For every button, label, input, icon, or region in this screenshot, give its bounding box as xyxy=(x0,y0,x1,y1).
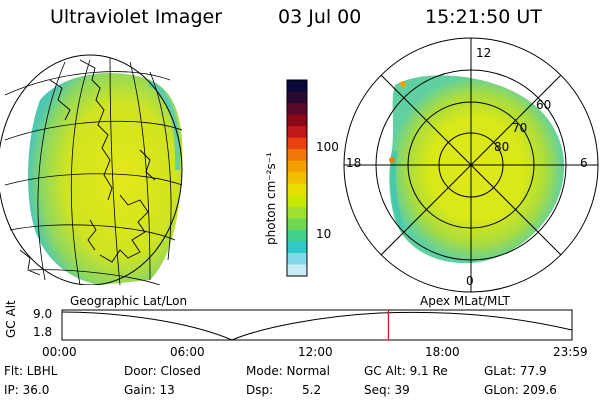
colorbar-segment xyxy=(287,114,307,127)
auroral-oval xyxy=(389,75,565,264)
colorbar-tick-100: 100 xyxy=(316,140,339,154)
polar-lat-60: 60 xyxy=(536,98,552,112)
geo-emission-region xyxy=(28,72,183,285)
colorbar-segment xyxy=(287,218,307,231)
polar-hotspot-2 xyxy=(389,157,395,163)
colorbar-segment xyxy=(287,183,307,196)
footer-glon: GLon: 209.6 xyxy=(484,383,557,397)
earth-limb xyxy=(0,54,183,285)
colorbar xyxy=(286,79,308,277)
colorbar-segment xyxy=(287,103,307,116)
colorbar-segment xyxy=(287,149,307,162)
colorbar-segment xyxy=(287,229,307,242)
altitude-ylabel: GC Alt xyxy=(4,300,18,338)
colorbar-segment xyxy=(287,137,307,150)
geographic-view xyxy=(0,54,183,285)
oval-edge xyxy=(390,150,405,230)
polar-lat-80: 80 xyxy=(494,140,510,154)
altitude-ytick-high: 9.0 xyxy=(33,307,53,321)
polar-view xyxy=(343,37,599,293)
geo-view-label: Geographic Lat/Lon xyxy=(70,294,188,308)
footer-dsp-value: 5.2 xyxy=(302,383,322,397)
colorbar-frame xyxy=(286,79,308,277)
geo-cyan-edge xyxy=(148,80,181,170)
polar-hotspot-1 xyxy=(400,81,406,87)
colorbar-segment xyxy=(287,252,307,265)
polar-hour-18: 18 xyxy=(346,156,362,170)
instrument-title: Ultraviolet Imager xyxy=(50,6,223,28)
colorbar-segment xyxy=(287,80,307,93)
footer-flt: Flt: LBHL xyxy=(4,364,58,378)
colorbar-segment xyxy=(287,206,307,219)
polar-hour-0: 0 xyxy=(466,274,474,288)
colorbar-segment xyxy=(287,264,307,277)
footer-gain: Gain: 13 xyxy=(124,383,175,397)
colorbar-segment xyxy=(287,195,307,208)
colorbar-segment xyxy=(287,91,307,104)
geo-lat-lines xyxy=(4,71,183,285)
altitude-xtick-2: 12:00 xyxy=(298,345,333,359)
altitude-curve xyxy=(61,311,573,341)
colorbar-tick-10: 10 xyxy=(316,227,332,241)
colorbar-segment xyxy=(287,241,307,254)
altitude-xtick-3: 18:00 xyxy=(425,345,460,359)
footer-glat: GLat: 77.9 xyxy=(484,364,547,378)
footer-gc-alt: GC Alt: 9.1 Re xyxy=(364,364,448,378)
altitude-ytick-low: 1.8 xyxy=(33,325,53,339)
colorbar-segment xyxy=(287,160,307,173)
polar-lat-70: 70 xyxy=(512,121,528,135)
colorbar-unit-label: photon cm⁻²s⁻¹ xyxy=(264,152,278,245)
altitude-xtick-1: 06:00 xyxy=(170,345,205,359)
polar-view-label: Apex MLat/MLT xyxy=(420,294,510,308)
altitude-xtick-4: 23:59 xyxy=(553,345,588,359)
footer-mode: Mode: Normal xyxy=(246,364,330,378)
date-label: 03 Jul 00 xyxy=(278,6,362,28)
time-label: 15:21:50 UT xyxy=(425,6,542,28)
geo-coastlines xyxy=(19,59,156,276)
polar-hour-12: 12 xyxy=(476,46,492,60)
colorbar-segment xyxy=(287,126,307,139)
footer-door: Door: Closed xyxy=(124,364,201,378)
footer-dsp-label: Dsp: xyxy=(246,383,274,397)
colorbar-segment xyxy=(287,172,307,185)
polar-hour-6: 6 xyxy=(580,156,588,170)
footer-seq: Seq: 39 xyxy=(364,383,410,397)
altitude-xtick-0: 00:00 xyxy=(42,345,77,359)
altitude-plot xyxy=(61,309,573,341)
footer-ip: IP: 36.0 xyxy=(4,383,50,397)
polar-grid xyxy=(343,37,599,293)
